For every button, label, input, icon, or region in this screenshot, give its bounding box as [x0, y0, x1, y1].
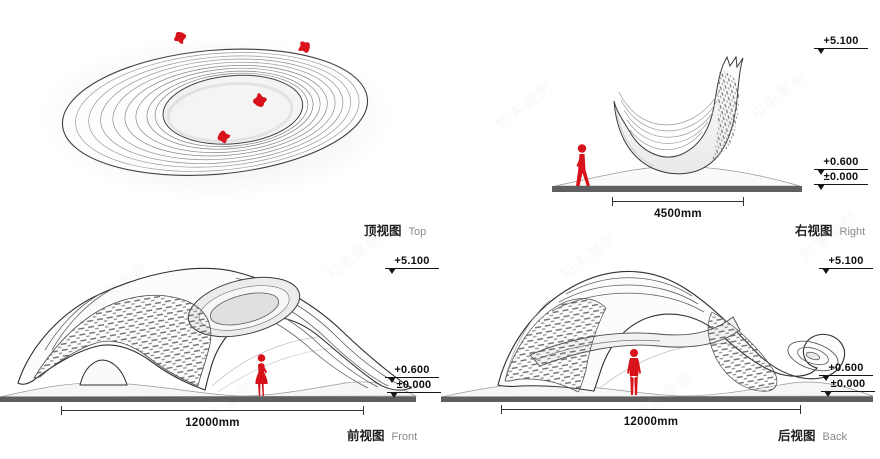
right-view-shell-strata	[615, 89, 721, 167]
front-view-scale-figure	[255, 354, 268, 396]
dimension-value: 12000mm	[623, 416, 679, 428]
level-marker-icon	[817, 48, 825, 54]
level-marker-icon	[388, 268, 396, 274]
level-marker-icon	[822, 268, 830, 274]
elevation-marker-back-base: ±0.000	[821, 378, 875, 397]
dimension-line	[501, 405, 801, 414]
view-label-right: 右视图 Right	[795, 220, 865, 239]
elevation-marker-front-top: +5.100	[385, 255, 439, 274]
dimension-value: 4500mm	[654, 208, 702, 220]
elevation-value: +0.600	[823, 156, 859, 168]
front-view-ground-bar	[0, 396, 416, 402]
top-view-people-figures	[174, 31, 310, 144]
elevation-line	[821, 391, 875, 397]
dimension-line	[612, 197, 744, 206]
elevation-value: +5.100	[828, 255, 864, 267]
back-view-background-curve	[599, 343, 731, 389]
dimension-value: 12000mm	[185, 417, 240, 429]
right-view-ground-bar	[552, 186, 802, 192]
level-marker-icon	[388, 377, 396, 383]
front-view-arch-opening	[79, 359, 128, 386]
top-view-spiral-rings	[61, 48, 369, 176]
view-label-front-en: Front	[391, 431, 418, 443]
view-label-front-zh: 前视图	[347, 429, 385, 443]
elevation-marker-front-base: ±0.000	[387, 379, 441, 398]
elevation-line	[819, 268, 873, 274]
level-marker-icon	[390, 392, 398, 398]
elevation-marker-right-mid: +0.600	[814, 156, 868, 175]
elevation-marker-back-mid: +0.600	[819, 362, 873, 381]
elevation-line	[814, 169, 868, 175]
view-label-right-en: Right	[839, 226, 866, 238]
level-marker-icon	[824, 391, 832, 397]
level-marker-icon	[817, 169, 825, 175]
back-view-scale-figure	[627, 349, 641, 395]
elevation-marker-back-top: +5.100	[819, 255, 873, 274]
front-view-drawing	[0, 267, 418, 402]
elevation-line	[385, 268, 439, 274]
back-view-woven-texture-left	[504, 298, 607, 393]
view-label-right-zh: 右视图	[795, 224, 833, 238]
level-marker-icon	[817, 184, 825, 190]
elevation-line	[387, 392, 441, 398]
elevation-marker-front-mid: +0.600	[385, 364, 439, 383]
elevation-line	[385, 377, 439, 383]
back-view-ribbon-band	[529, 316, 741, 367]
right-view-perforated-texture	[712, 70, 740, 160]
elevation-value: ±0.000	[396, 379, 432, 391]
view-label-front: 前视图 Front	[347, 425, 417, 444]
elevation-line	[814, 184, 868, 190]
elevation-value: ±0.000	[830, 378, 866, 390]
elevation-value: +0.600	[394, 364, 430, 376]
right-view-scale-figure	[576, 144, 590, 186]
level-marker-icon	[822, 375, 830, 381]
front-view-woven-texture	[33, 294, 212, 387]
right-view-drawing	[552, 55, 802, 192]
elevation-value: +5.100	[823, 35, 859, 47]
elevation-value: +0.600	[828, 362, 864, 374]
back-view-drawing	[440, 270, 874, 402]
elevation-value: ±0.000	[823, 171, 859, 183]
back-view-woven-texture-right	[707, 311, 778, 392]
view-label-top-en: Top	[408, 226, 427, 238]
view-label-back-en: Back	[822, 431, 847, 443]
view-label-back-zh: 后视图	[778, 429, 816, 443]
front-view-terrain	[0, 381, 418, 398]
dimension-front-view: 12000mm	[61, 406, 364, 429]
elevation-line	[819, 375, 873, 381]
front-view-top-opening	[187, 276, 301, 338]
right-view-shell-body	[613, 55, 744, 175]
elevation-marker-right-top: +5.100	[814, 35, 868, 54]
back-view-volute-rings	[787, 340, 839, 372]
dimension-back-view: 12000mm	[501, 405, 801, 428]
view-label-back: 后视图 Back	[778, 425, 847, 444]
view-label-top-zh: 顶视图	[364, 224, 402, 238]
dimension-line	[61, 406, 364, 415]
dimension-right-view: 4500mm	[612, 197, 744, 220]
elevation-line	[814, 48, 868, 54]
elevation-marker-right-base: ±0.000	[814, 171, 868, 190]
view-label-top: 顶视图 Top	[364, 220, 426, 239]
elevation-value: +5.100	[394, 255, 430, 267]
back-view-ground-bar	[441, 396, 873, 402]
top-view-drawing	[38, 31, 394, 200]
